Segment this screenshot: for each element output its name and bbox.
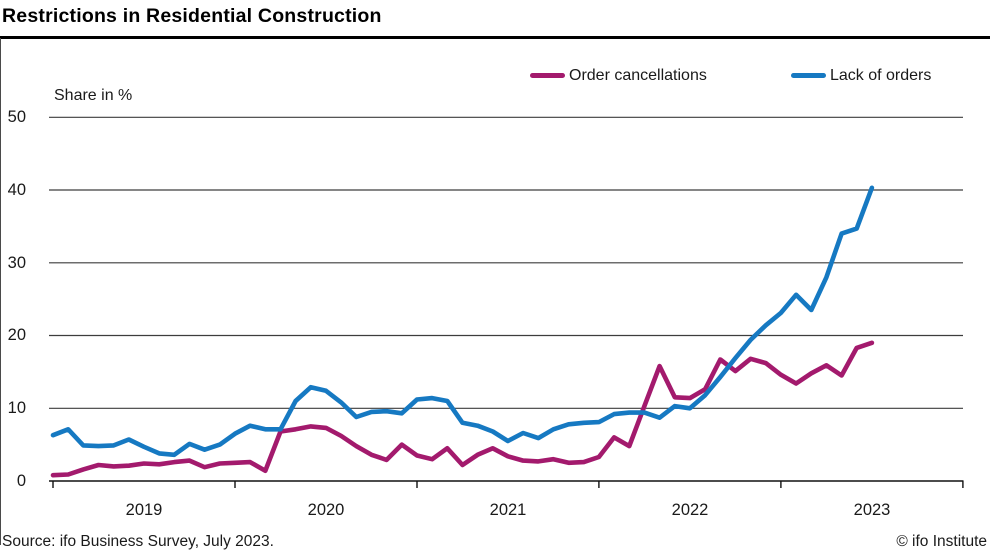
y-tick-label-10: 10 xyxy=(7,399,26,417)
legend-marker-lack-of-orders xyxy=(791,73,826,78)
y-axis-unit-label: Share in % xyxy=(54,87,133,104)
title-rule xyxy=(0,36,990,39)
series-line-lack-of-orders xyxy=(50,185,875,458)
y-tick-label-20: 20 xyxy=(7,326,26,344)
x-tick-label-2020: 2020 xyxy=(307,501,345,519)
y-tick-label-30: 30 xyxy=(7,254,26,272)
y-tick-label-0: 0 xyxy=(16,472,26,490)
copyright-note: © ifo Institute xyxy=(896,533,987,550)
x-tick-label-2023: 2023 xyxy=(853,501,891,519)
x-tick-label-2019: 2019 xyxy=(125,501,163,519)
y-tick-label-50: 50 xyxy=(7,108,26,126)
legend-label-order-cancellations: Order cancellations xyxy=(569,67,707,84)
series-line-order-cancellations xyxy=(50,340,875,478)
left-border-line xyxy=(0,38,1,545)
x-tick-label-2022: 2022 xyxy=(671,501,709,519)
legend-marker-order-cancellations xyxy=(530,73,565,78)
legend-label-lack-of-orders: Lack of orders xyxy=(830,67,932,84)
source-note: Source: ifo Business Survey, July 2023. xyxy=(2,533,274,550)
page-title: Restrictions in Residential Construction xyxy=(2,5,382,27)
y-tick-label-40: 40 xyxy=(7,181,26,199)
x-tick-label-2021: 2021 xyxy=(489,501,527,519)
